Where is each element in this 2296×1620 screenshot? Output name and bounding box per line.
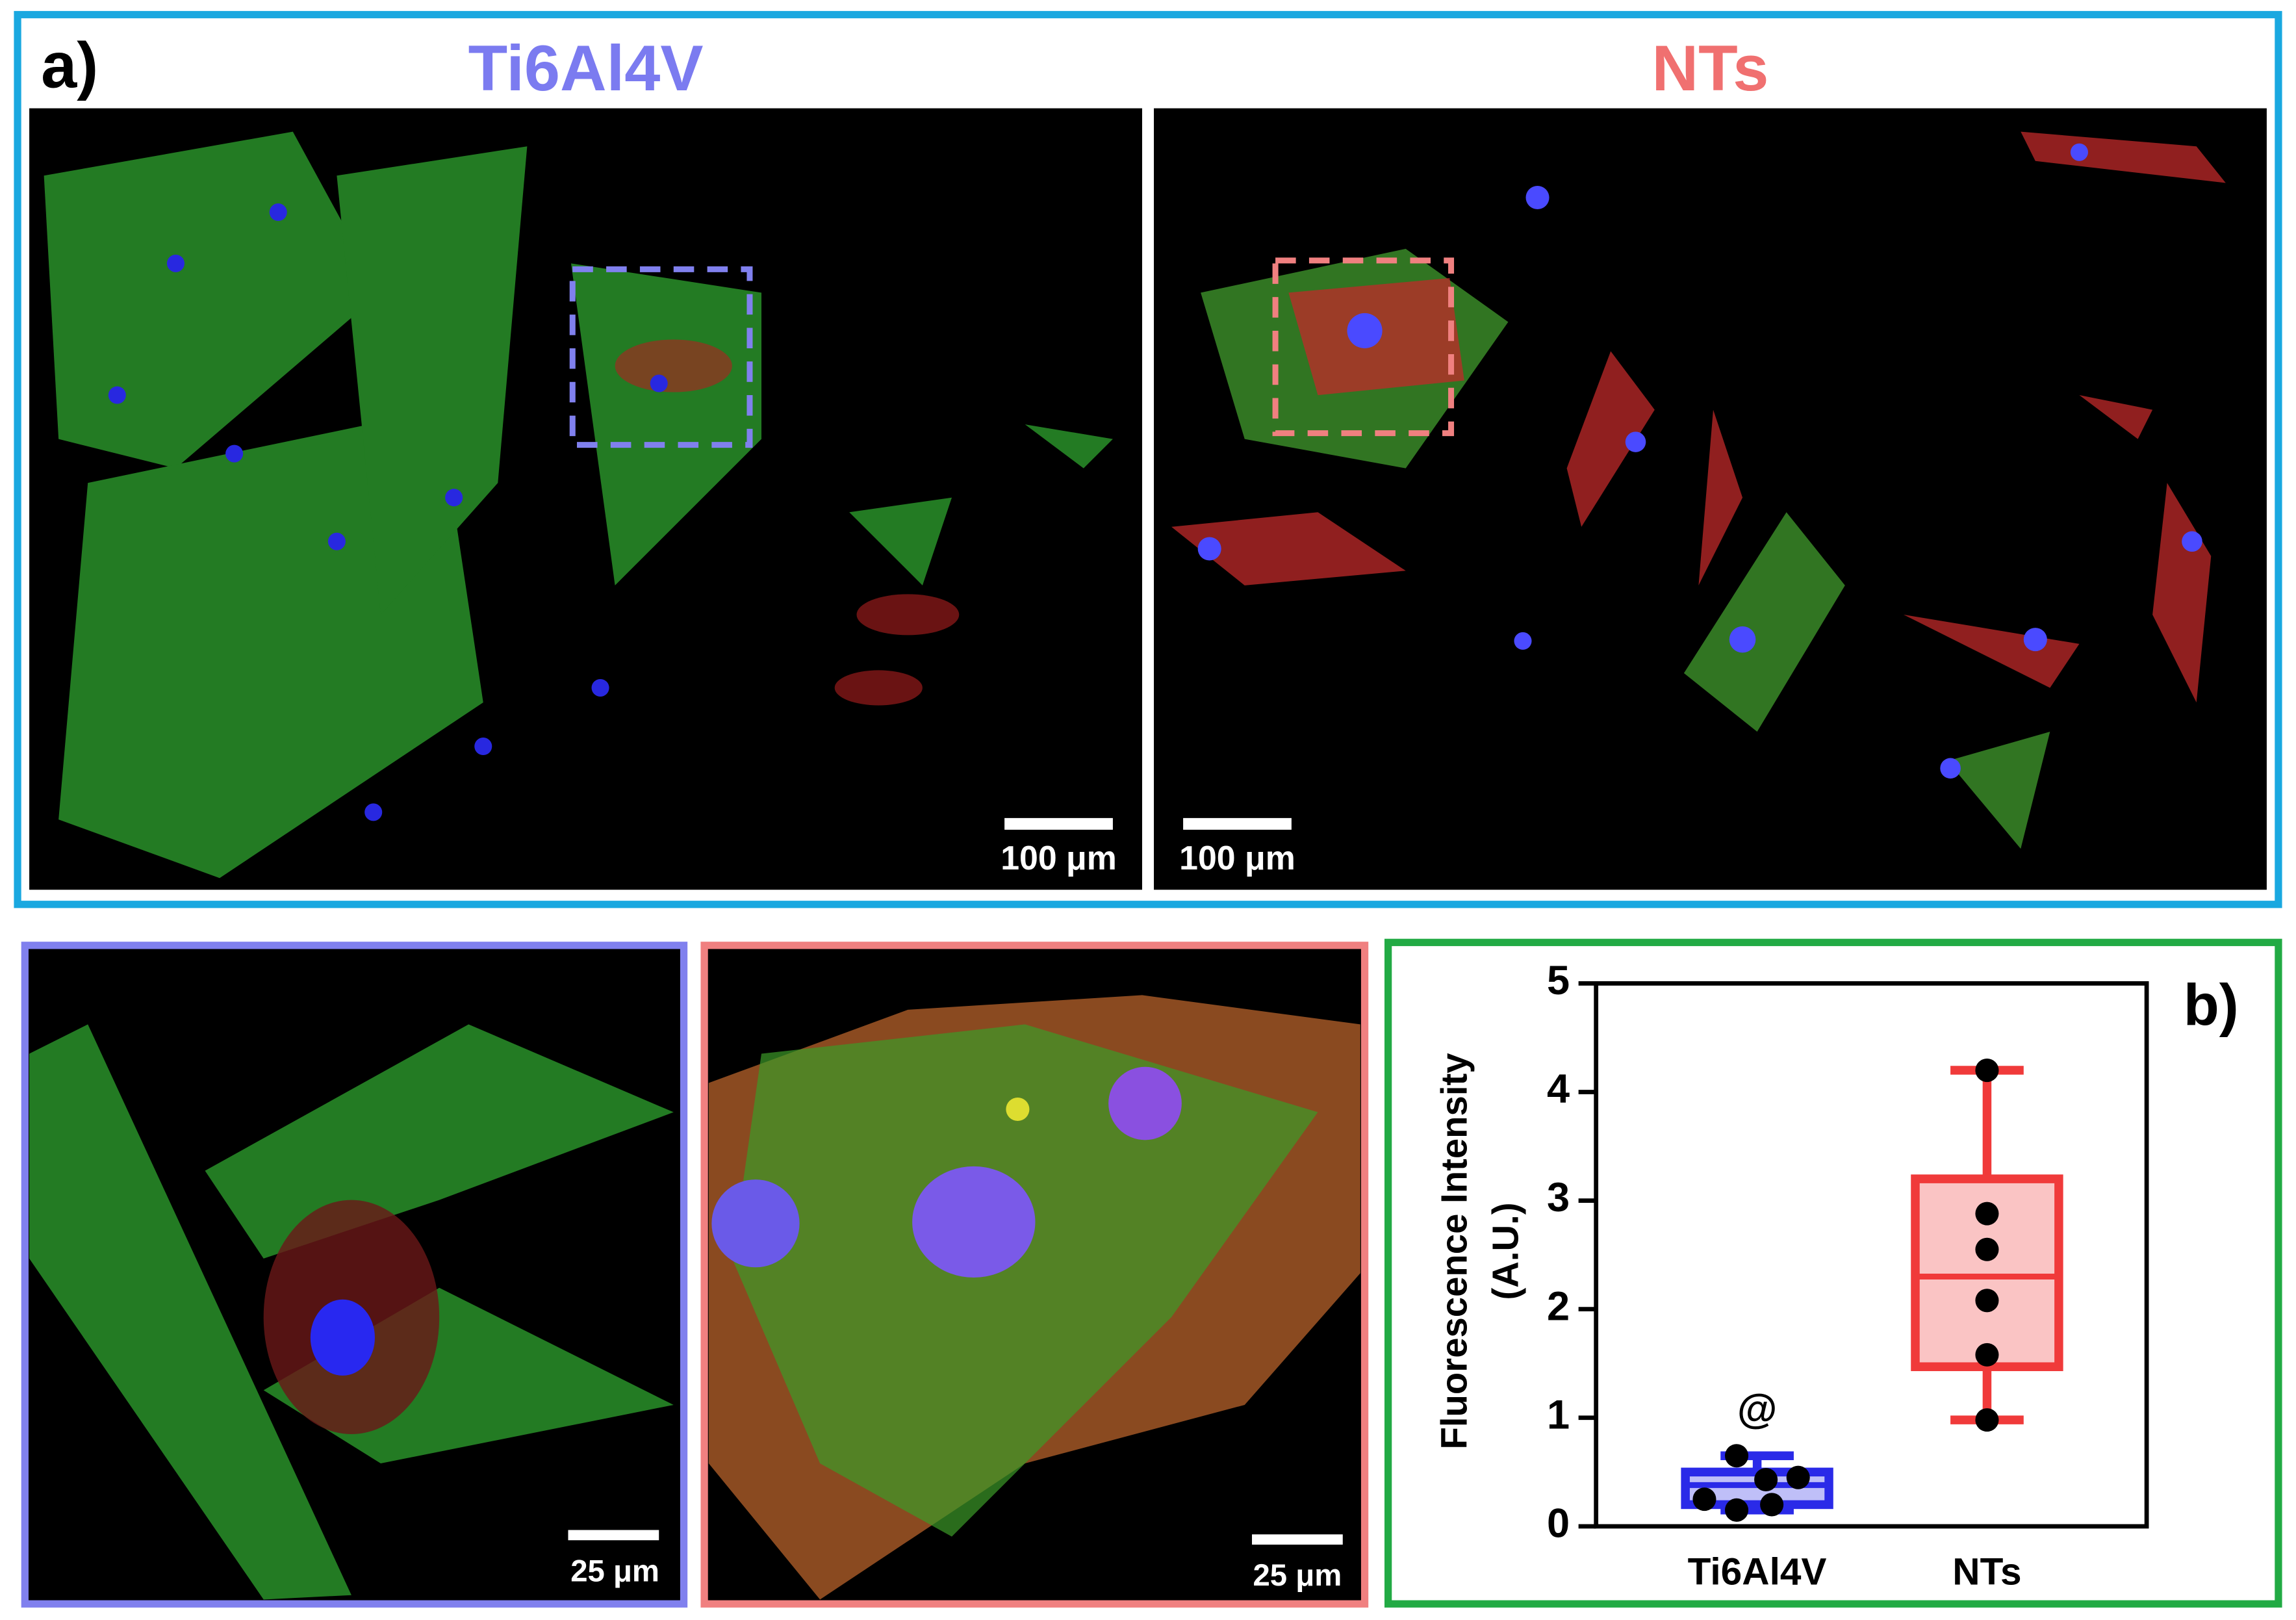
data-point bbox=[1692, 1487, 1716, 1511]
x-tick-label: NTs bbox=[1952, 1551, 2021, 1593]
image-title: Ti6Al4V bbox=[468, 32, 704, 105]
data-point bbox=[1975, 1237, 1999, 1261]
data-point bbox=[1754, 1468, 1778, 1492]
scale-bar-label: 100 μm bbox=[1179, 839, 1295, 877]
y-tick-label: 5 bbox=[1547, 958, 1570, 1003]
data-point bbox=[1760, 1493, 1784, 1517]
zoom-micrograph bbox=[700, 942, 1369, 1608]
micrograph bbox=[1154, 108, 2267, 890]
zoom-micrograph bbox=[21, 942, 688, 1608]
scale-bar-label: 100 μm bbox=[1001, 839, 1117, 877]
x-tick-label: Ti6Al4V bbox=[1688, 1551, 1827, 1593]
y-axis-label: (A.U.) bbox=[1485, 1202, 1525, 1300]
panel-label: b) bbox=[2184, 973, 2239, 1038]
panel-label: a) bbox=[41, 29, 98, 101]
y-tick-label: 2 bbox=[1547, 1283, 1570, 1329]
y-tick-label: 0 bbox=[1547, 1501, 1570, 1547]
data-point bbox=[1975, 1408, 1999, 1432]
data-point bbox=[1975, 1343, 1999, 1367]
y-tick-label: 3 bbox=[1547, 1175, 1570, 1220]
data-point bbox=[1725, 1498, 1749, 1522]
scale-bar-label: 25 μm bbox=[1253, 1558, 1342, 1593]
data-point bbox=[1786, 1465, 1810, 1489]
scale-bar-label: 25 μm bbox=[570, 1554, 659, 1588]
y-tick-label: 1 bbox=[1547, 1392, 1570, 1437]
annotation: @ bbox=[1737, 1386, 1778, 1432]
plot-frame bbox=[1594, 981, 2149, 1529]
panel-a-border bbox=[14, 10, 2282, 908]
data-point bbox=[1725, 1444, 1749, 1468]
box-plot: 0 1 2 3 4 5 Fluorescence Intensity (A.U.) @ Ti6Al… bbox=[1433, 958, 2238, 1593]
y-tick-label: 4 bbox=[1547, 1066, 1570, 1112]
y-axis-label: Fluorescence Intensity bbox=[1433, 1053, 1474, 1450]
micrograph bbox=[29, 108, 1142, 890]
data-point bbox=[1975, 1289, 1999, 1313]
panel-b-border bbox=[1384, 938, 2282, 1608]
data-point bbox=[1975, 1059, 1999, 1083]
data-point bbox=[1975, 1202, 1999, 1226]
image-title: NTs bbox=[1652, 32, 1768, 105]
